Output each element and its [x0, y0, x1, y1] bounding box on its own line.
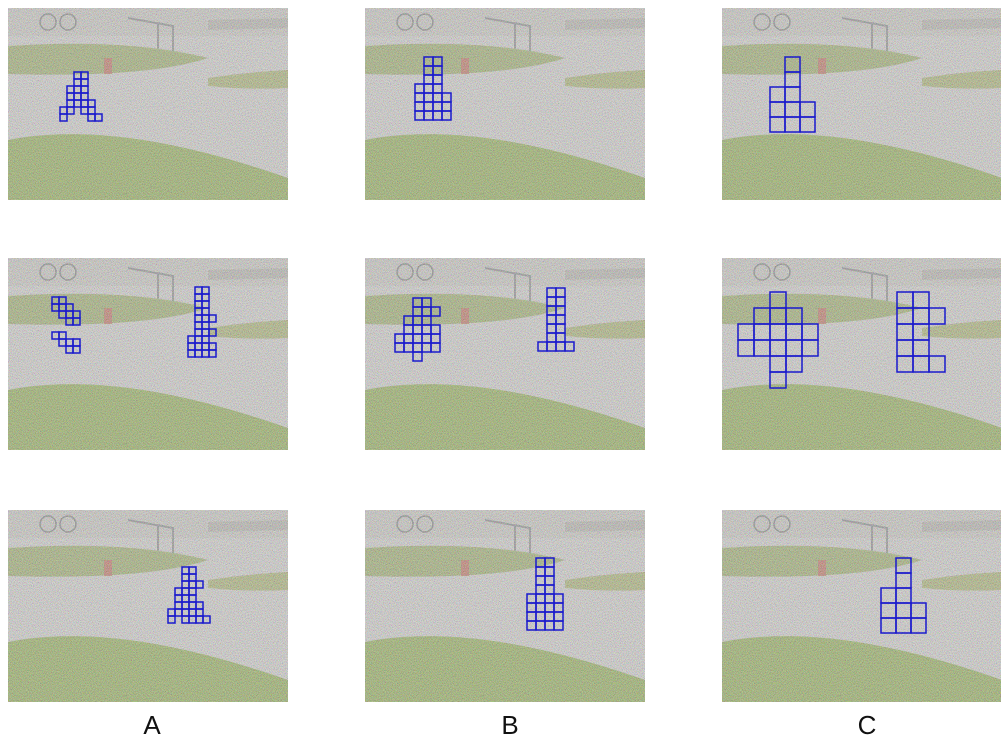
image-panel — [365, 258, 645, 450]
scene-image — [8, 8, 288, 200]
figure: A B C — [0, 0, 1001, 740]
image-panel — [722, 510, 1001, 702]
scene-image — [722, 8, 1001, 200]
image-panel — [365, 510, 645, 702]
image-panel — [8, 258, 288, 450]
image-panel — [722, 8, 1001, 200]
scene-image — [365, 258, 645, 450]
column-label: A — [143, 710, 161, 740]
scene-image — [8, 258, 288, 450]
column-label: B — [501, 710, 518, 740]
scene-image — [722, 258, 1001, 450]
panels — [8, 8, 1001, 702]
column-label: C — [858, 710, 877, 740]
image-panel — [365, 8, 645, 200]
scene-image — [365, 8, 645, 200]
image-panel — [8, 8, 288, 200]
scene-image — [722, 510, 1001, 702]
scene-image — [365, 510, 645, 702]
image-panel — [722, 258, 1001, 450]
scene-image — [8, 510, 288, 702]
image-panel — [8, 510, 288, 702]
